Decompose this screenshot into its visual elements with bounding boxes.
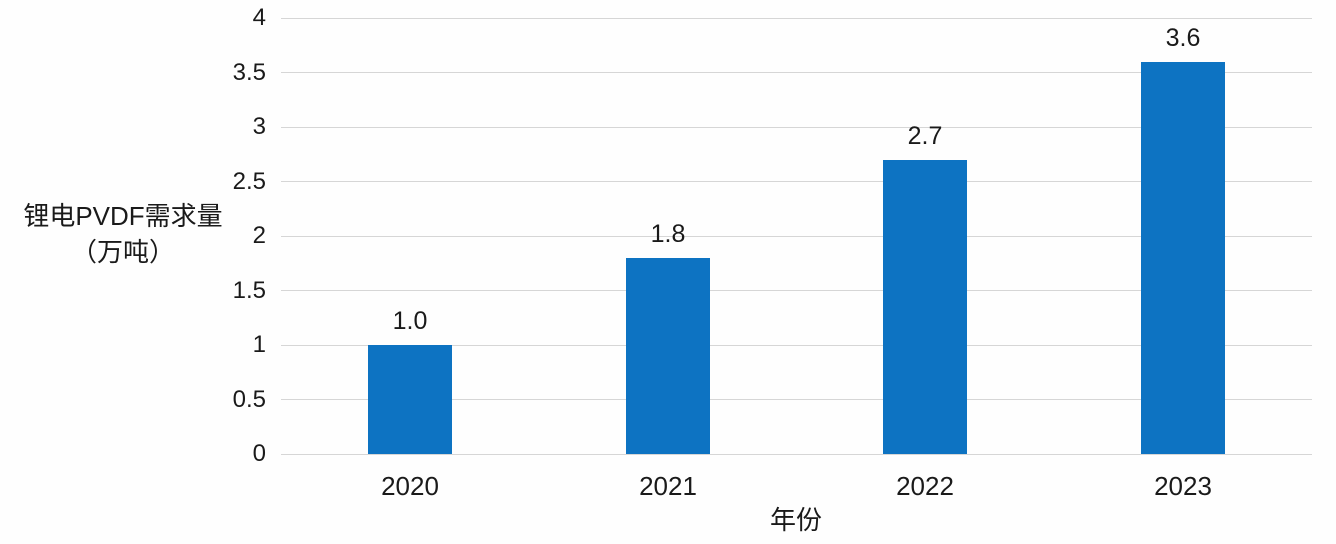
y-tick-label: 3 bbox=[252, 113, 266, 140]
x-tick-label: 2022 bbox=[896, 471, 954, 501]
gridline bbox=[281, 290, 1312, 291]
bar-value-label: 3.6 bbox=[1165, 24, 1201, 52]
gridline bbox=[281, 181, 1312, 182]
x-axis-title: 年份 bbox=[769, 505, 822, 535]
y-axis-title-line2: （万吨） bbox=[70, 237, 175, 267]
gridline bbox=[281, 126, 1312, 128]
y-axis-title: 锂电PVDF需求量 （万吨） bbox=[3, 198, 243, 270]
bar bbox=[883, 160, 967, 454]
gridline bbox=[281, 17, 1312, 19]
x-tick-label: 2021 bbox=[639, 471, 697, 501]
bar-value-label: 1.0 bbox=[392, 307, 428, 335]
gridline bbox=[281, 344, 1312, 346]
gridline bbox=[281, 235, 1312, 237]
y-axis-title-line1: 锂电PVDF需求量 bbox=[23, 201, 223, 231]
y-tick-label: 4 bbox=[252, 4, 266, 31]
bar bbox=[1141, 62, 1225, 454]
y-tick-label: 1 bbox=[252, 331, 266, 358]
y-tick-label: 2 bbox=[252, 222, 266, 249]
bar bbox=[368, 345, 452, 454]
y-tick-label: 0 bbox=[252, 440, 266, 467]
bar bbox=[626, 258, 710, 454]
gridline bbox=[281, 399, 1312, 400]
x-tick-label: 2020 bbox=[381, 471, 439, 501]
y-tick-label: 1.5 bbox=[232, 276, 266, 304]
x-tick-label: 2023 bbox=[1154, 471, 1212, 501]
y-tick-label: 2.5 bbox=[232, 167, 266, 195]
gridline bbox=[281, 72, 1312, 73]
bar-value-label: 2.7 bbox=[907, 122, 943, 150]
bar-value-label: 1.8 bbox=[650, 220, 686, 248]
y-tick-label: 3.5 bbox=[232, 58, 266, 86]
gridline bbox=[281, 453, 1312, 455]
y-tick-label: 0.5 bbox=[232, 385, 266, 413]
